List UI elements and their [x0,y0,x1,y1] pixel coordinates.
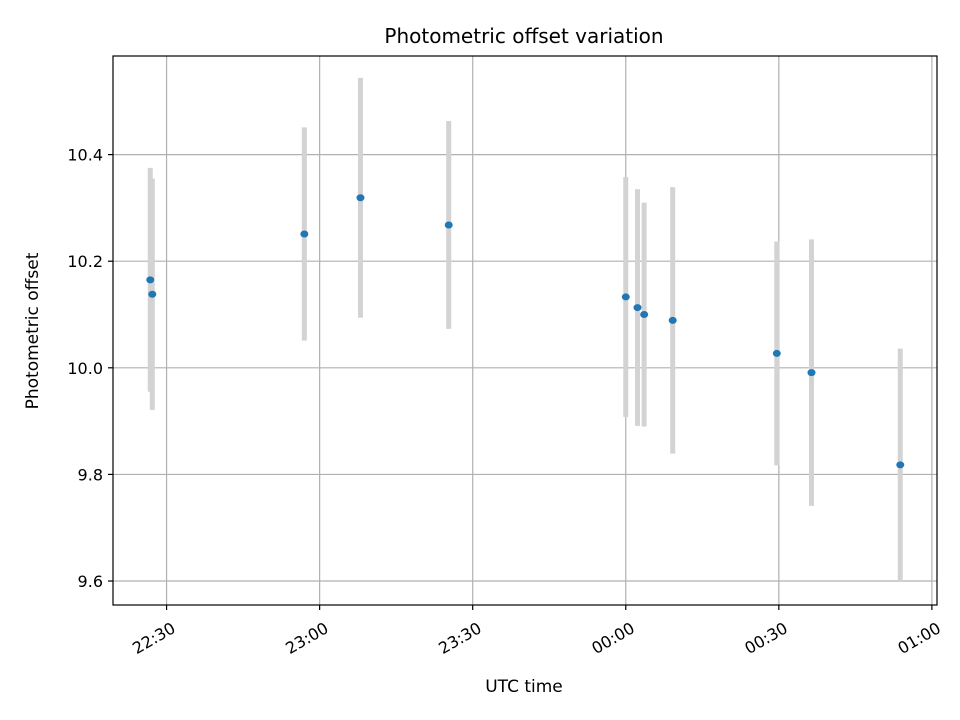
y-tick-label: 10.0 [67,359,103,378]
data-point [444,221,453,229]
data-point [640,311,649,319]
chart-title: Photometric offset variation [384,24,663,48]
data-point [772,349,781,357]
data-point [148,290,157,298]
data-point [668,316,677,324]
data-point [621,293,630,301]
data-point [896,461,905,469]
data-points [146,194,905,469]
y-tick-label: 10.2 [67,252,103,271]
x-axis-ticks: 22:30 23:00 23:30 00:00 00:30 01:00 [129,605,944,658]
data-point [807,369,816,377]
x-tick-label: 23:30 [435,618,484,658]
data-point [356,194,365,202]
error-bars [147,77,903,582]
data-point [146,276,155,284]
x-tick-label: 00:00 [588,618,637,658]
data-point [633,304,642,312]
x-tick-label: 01:00 [894,618,943,658]
x-tick-label: 00:30 [741,618,790,658]
x-tick-label: 22:30 [129,618,178,658]
y-tick-label: 9.8 [78,465,103,484]
y-tick-label: 9.6 [78,572,103,591]
x-axis-label: UTC time [485,677,563,697]
data-point [300,230,309,238]
y-axis-label: Photometric offset [23,252,43,409]
y-tick-label: 10.4 [67,146,103,165]
y-axis-ticks: 9.6 9.8 10.0 10.2 10.4 [67,146,113,591]
plot-frame [112,55,938,606]
x-tick-label: 23:00 [282,618,331,658]
